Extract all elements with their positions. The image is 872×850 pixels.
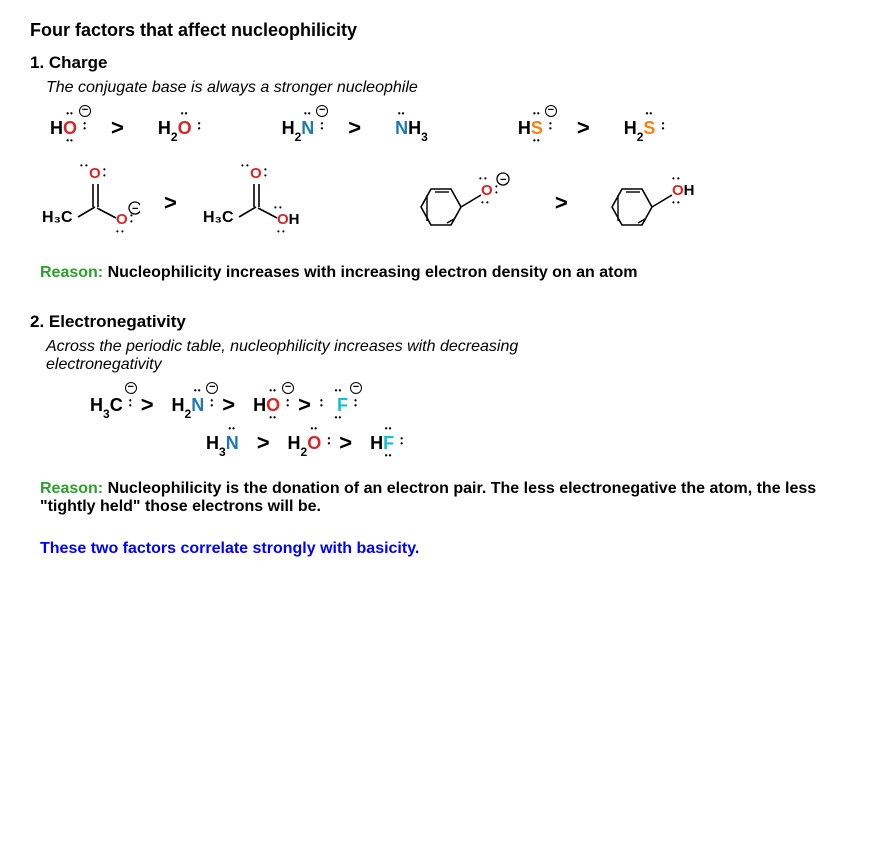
correlate-text: These two factors correlate strongly wit… — [40, 540, 842, 558]
svg-text:• •: • • — [80, 161, 88, 170]
svg-text:•: • — [103, 171, 106, 180]
page-title: Four factors that affect nucleophilicity — [30, 20, 842, 41]
svg-text:• •: • • — [277, 227, 285, 236]
svg-text:O: O — [481, 182, 493, 199]
svg-text:•: • — [495, 188, 498, 197]
gt-icon: > — [551, 190, 572, 216]
acetic-acid: H₃C O • • •• OH • • • • — [201, 160, 311, 245]
svg-text:O: O — [116, 211, 128, 228]
svg-text:• •: • • — [672, 198, 680, 207]
svg-text:OH: OH — [672, 182, 695, 199]
electroneg-row-neutrals: H3N •• > H2O •••• > HF •••••• — [206, 430, 842, 456]
charge-row-2: H₃C O • • • • O • • • • − > H₃C — [40, 155, 842, 250]
section1-heading: 1. Charge — [30, 53, 842, 73]
h2s: H2S •••• — [624, 119, 656, 137]
gt-icon: > — [107, 115, 128, 141]
section2-subtitle: Across the periodic table, nucleophilici… — [46, 338, 546, 374]
svg-text:−: − — [132, 203, 138, 215]
svg-text:H₃C: H₃C — [42, 209, 73, 226]
ammonia-2: H3N •• — [206, 434, 239, 452]
hf: HF •••••• — [370, 434, 394, 452]
charge-row-1: HO •••••• − > H2O •••• H2N •••• − > N••H… — [50, 115, 842, 141]
gt-icon: > — [218, 392, 239, 418]
ammonia: N••H3 — [395, 119, 428, 137]
section1-subtitle: The conjugate base is always a stronger … — [46, 79, 842, 97]
amide-anion: H2N •••• − — [282, 119, 315, 137]
section-charge: 1. Charge The conjugate base is always a… — [30, 53, 842, 282]
section2-reason: Reason: Nucleophilicity is the donation … — [40, 480, 820, 516]
svg-text:•: • — [264, 171, 267, 180]
reason-text: Nucleophilicity is the donation of an el… — [40, 480, 816, 515]
thiolate-anion: HS •••••• − — [518, 119, 543, 137]
hydroxide-2: HO ••••••− — [253, 396, 280, 414]
methyl-anion: H3C ••− — [90, 396, 123, 414]
section-electronegativity: 2. Electronegativity Across the periodic… — [30, 312, 842, 558]
water-2: H2O •••• — [288, 434, 322, 452]
svg-text:• •: • • — [274, 203, 282, 212]
fluoride: •• F ••••••− — [329, 396, 348, 414]
svg-text:• •: • • — [481, 198, 489, 207]
gt-icon: > — [253, 430, 274, 456]
svg-text:• •: • • — [479, 174, 487, 183]
section2-heading: 2. Electronegativity — [30, 312, 842, 332]
amide-anion-2: H2N ••••− — [172, 396, 205, 414]
svg-text:•: • — [130, 217, 133, 226]
water: H2O •••• — [158, 119, 192, 137]
reason-text: Nucleophilicity increases with increasin… — [103, 264, 637, 281]
gt-icon: > — [294, 392, 315, 418]
phenoxide-anion: O • • •• • • − — [401, 155, 531, 250]
svg-text:OH: OH — [277, 211, 300, 228]
electroneg-row-anions: H3C ••− > H2N ••••− > HO ••••••− > •• F … — [90, 392, 842, 418]
svg-text:• •: • • — [672, 174, 680, 183]
gt-icon: > — [344, 115, 365, 141]
gt-icon: > — [160, 190, 181, 216]
phenol: OH • • • • — [592, 155, 722, 250]
svg-text:O: O — [250, 165, 262, 182]
svg-text:• •: • • — [241, 161, 249, 170]
svg-text:• •: • • — [116, 227, 124, 236]
hydroxide-anion: HO •••••• − — [50, 119, 77, 137]
reason-label: Reason: — [40, 480, 103, 497]
svg-text:H₃C: H₃C — [203, 209, 234, 226]
gt-icon: > — [573, 115, 594, 141]
svg-text:−: − — [500, 174, 506, 186]
gt-icon: > — [335, 430, 356, 456]
section1-reason: Reason: Nucleophilicity increases with i… — [40, 264, 842, 282]
reason-label: Reason: — [40, 264, 103, 281]
acetate-anion: H₃C O • • •• O • • •• − — [40, 160, 140, 245]
svg-text:O: O — [89, 165, 101, 182]
gt-icon: > — [137, 392, 158, 418]
